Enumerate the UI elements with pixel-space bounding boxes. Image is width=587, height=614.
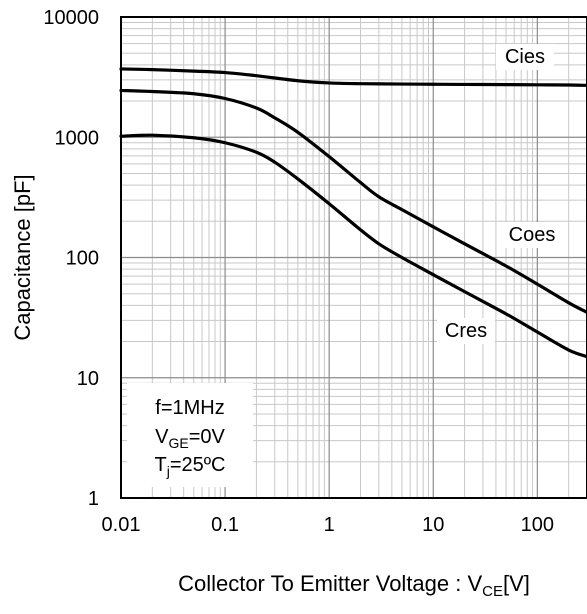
condition-subscript: GE	[168, 435, 188, 451]
series-label-cies: Cies	[505, 46, 545, 68]
condition-line: Tj=25ºC	[154, 454, 225, 479]
series-label-cres: Cres	[445, 320, 487, 342]
series-label-bg-cres	[437, 318, 495, 344]
x-tick-label: 0.1	[211, 514, 239, 536]
tick-labels: 0.01 0.1 1 10 100 1 10 100 1000 10000	[43, 7, 554, 536]
series-line-cies	[119, 67, 587, 87]
condition-main: V	[155, 426, 169, 448]
condition-line: f=1MHz	[155, 397, 224, 419]
condition-tail: =25ºC	[170, 454, 226, 476]
series-line-coes	[119, 88, 587, 314]
series-label-bg-cies	[496, 44, 554, 70]
series-lines	[119, 67, 587, 359]
series-label-group-cies: Cies	[496, 44, 554, 70]
x-axis-title-prefix: Collector To Emitter Voltage : V	[178, 571, 482, 596]
conditions-bg	[127, 383, 253, 487]
plot-frame	[120, 16, 587, 499]
x-tick-label: 0.01	[102, 514, 141, 536]
series-label-coes: Coes	[509, 224, 556, 246]
series-label-bg-coes	[503, 222, 561, 248]
y-axis-title: Capacitance [pF]	[10, 174, 35, 340]
y-tick-label: 1	[88, 488, 99, 510]
y-tick-label: 10000	[43, 7, 99, 29]
condition-subscript: j	[166, 463, 170, 479]
x-axis-title: Collector To Emitter Voltage : VCE[V]	[178, 571, 530, 600]
series-label-group-coes: Coes	[503, 222, 561, 248]
x-axis-title-suffix: [V]	[503, 571, 530, 596]
condition-tail: =0V	[189, 426, 226, 448]
axis-titles: Capacitance [pF] Collector To Emitter Vol…	[10, 174, 530, 600]
conditions-box: f=1MHz VGE=0V Tj=25ºC	[127, 383, 253, 487]
series-labels: Cies Coes Cres	[437, 44, 561, 344]
condition-main: f=1MHz	[155, 397, 224, 419]
x-axis-title-subscript: CE	[482, 583, 503, 600]
y-tick-label: 1000	[55, 127, 100, 149]
series-line-cres	[119, 133, 587, 359]
x-tick-label: 1	[324, 514, 335, 536]
series-label-group-cres: Cres	[437, 318, 495, 344]
condition-line: VGE=0V	[155, 426, 225, 451]
y-tick-label: 100	[66, 248, 99, 270]
condition-main: T	[154, 454, 166, 476]
y-tick-label: 10	[77, 368, 99, 390]
x-tick-label: 10	[422, 514, 444, 536]
x-tick-label: 100	[521, 514, 554, 536]
